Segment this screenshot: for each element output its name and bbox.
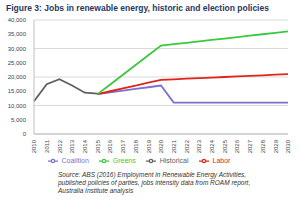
- svg-text:2023: 2023: [196, 139, 202, 153]
- svg-text:2015: 2015: [95, 139, 101, 153]
- html-text:Coalition: Coalition: [61, 156, 89, 164]
- svg-text:2030: 2030: [285, 139, 291, 153]
- svg-text:2010: 2010: [31, 139, 37, 153]
- svg-text:2013: 2013: [69, 139, 75, 153]
- svg-text:2024: 2024: [209, 139, 215, 153]
- svg-text:2017: 2017: [120, 139, 126, 153]
- svg-text:2014: 2014: [82, 139, 88, 153]
- html-text:Greens: Greens: [112, 156, 136, 164]
- svg-text:2028: 2028: [260, 139, 266, 153]
- svg-text:2019: 2019: [146, 139, 152, 153]
- svg-text:5,000: 5,000: [11, 117, 27, 123]
- svg-text:2029: 2029: [273, 139, 279, 153]
- svg-text:2018: 2018: [133, 139, 139, 153]
- svg-text:15,000: 15,000: [8, 88, 27, 94]
- svg-text:2011: 2011: [44, 139, 50, 153]
- svg-text:20,000: 20,000: [8, 74, 27, 80]
- svg-text:2026: 2026: [234, 139, 240, 153]
- svg-text:25,000: 25,000: [8, 60, 27, 66]
- svg-text:30,000: 30,000: [8, 46, 27, 52]
- svg-text:2012: 2012: [57, 139, 63, 153]
- svg-text:2025: 2025: [222, 139, 228, 153]
- html-text:Labor: Labor: [212, 156, 231, 164]
- html-text:Historical: Historical: [159, 156, 189, 164]
- svg-text:2016: 2016: [107, 139, 113, 153]
- svg-text:2020: 2020: [158, 139, 164, 153]
- svg-text:2027: 2027: [247, 139, 253, 153]
- html-text:Figure 3: Jobs in renewable en: Figure 3: Jobs in renewable energy, hist…: [6, 3, 269, 13]
- svg-text:40,000: 40,000: [8, 17, 27, 23]
- svg-text:0: 0: [23, 131, 27, 137]
- svg-text:35,000: 35,000: [8, 31, 27, 37]
- svg-text:2021: 2021: [171, 139, 177, 153]
- svg-text:2022: 2022: [184, 139, 190, 153]
- html-text:Source: ABS (2016) Employment: Source: ABS (2016) Employment in Renewab…: [58, 171, 251, 194]
- svg-text:10,000: 10,000: [8, 103, 27, 109]
